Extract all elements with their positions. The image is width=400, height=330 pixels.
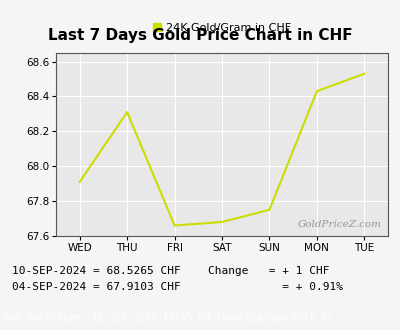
Text: Change   = + 1 CHF: Change = + 1 CHF <box>208 266 330 276</box>
Text: Last 7 Days Gold Price Chart in CHF: Last 7 Days Gold Price Chart in CHF <box>48 28 352 43</box>
Text: = + 0.91%: = + 0.91% <box>208 282 343 292</box>
Text: 04-SEP-2024 = 67.9103 CHF: 04-SEP-2024 = 67.9103 CHF <box>12 282 181 292</box>
Text: GoldPriceZ.com: GoldPriceZ.com <box>297 220 381 229</box>
Legend: 24K Gold/Gram in CHF: 24K Gold/Gram in CHF <box>148 18 296 37</box>
Text: 10-SEP-2024 = 68.5265 CHF: 10-SEP-2024 = 68.5265 CHF <box>12 266 181 276</box>
Text: art Date/Time: 11-SEP-2024 12:35 AM (America/New_York Ti: art Date/Time: 11-SEP-2024 12:35 AM (Ame… <box>4 313 333 323</box>
